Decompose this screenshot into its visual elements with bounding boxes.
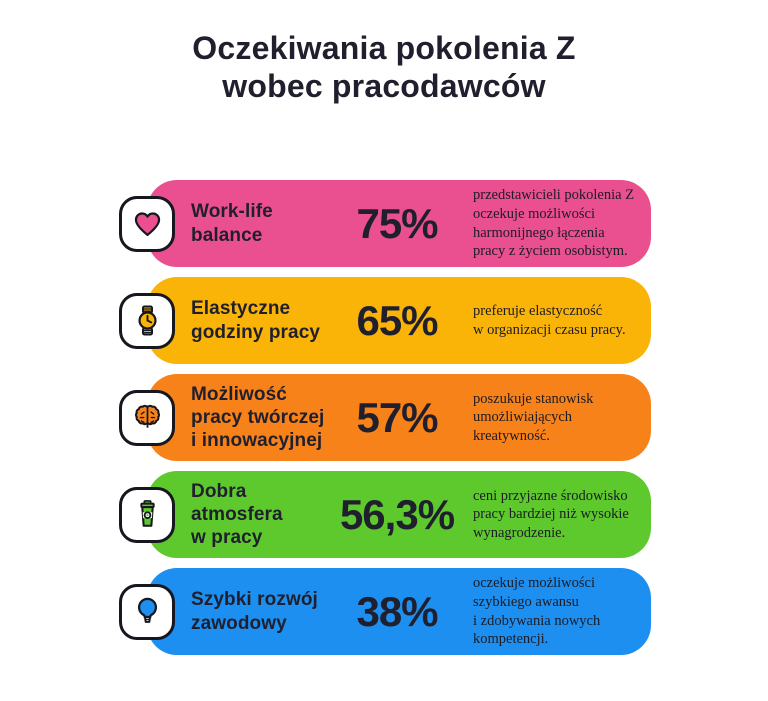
stat-percent: 38% [356, 587, 438, 635]
stat-label: Work-life balance [191, 201, 273, 246]
page-title: Oczekiwania pokolenia Z wobec pracodawcó… [192, 30, 576, 104]
stat-row-work-life-balance: Work-life balance 75% przedstawicieli po… [119, 180, 651, 267]
stat-label: Możliwość pracy twórczej i innowacyjnej [191, 383, 325, 452]
stat-row-elastyczne-godziny: Elastyczne godziny pracy 65% preferuje e… [119, 277, 651, 364]
stat-description: ceni przyjazne środowisko pracy bardziej… [473, 487, 629, 541]
stat-row-szybki-rozwoj: Szybki rozwój zawodowy 38% oczekuje możl… [119, 568, 651, 655]
coffee-cup-icon [119, 486, 175, 543]
stat-label: Dobra atmosfera w pracy [191, 480, 283, 549]
stat-row-praca-tworcza: Możliwość pracy twórczej i innowacyjnej … [119, 374, 651, 461]
stat-percent: 56,3% [339, 490, 455, 538]
stat-percent: 75% [356, 199, 438, 247]
stat-label: Elastyczne godziny pracy [191, 298, 321, 343]
stat-percent: 57% [356, 393, 438, 441]
stat-description: preferuje elastyczność w organizacji cza… [473, 302, 626, 338]
stat-description: przedstawicieli pokolenia Z oczekuje moż… [473, 187, 635, 260]
stat-rows: Work-life balance 75% przedstawicieli po… [119, 180, 651, 665]
stat-label: Szybki rozwój zawodowy [191, 589, 318, 634]
stat-description: oczekuje możliwości szybkiego awansu i z… [473, 575, 601, 648]
heart-icon [119, 195, 175, 252]
watch-icon [119, 292, 175, 349]
lightbulb-icon [119, 583, 175, 640]
stat-row-dobra-atmosfera: Dobra atmosfera w pracy 56,3% ceni przyj… [119, 471, 651, 558]
brain-icon [119, 389, 175, 446]
stat-description: poszukuje stanowisk umożliwiających krea… [473, 390, 594, 444]
stat-percent: 65% [356, 296, 438, 344]
